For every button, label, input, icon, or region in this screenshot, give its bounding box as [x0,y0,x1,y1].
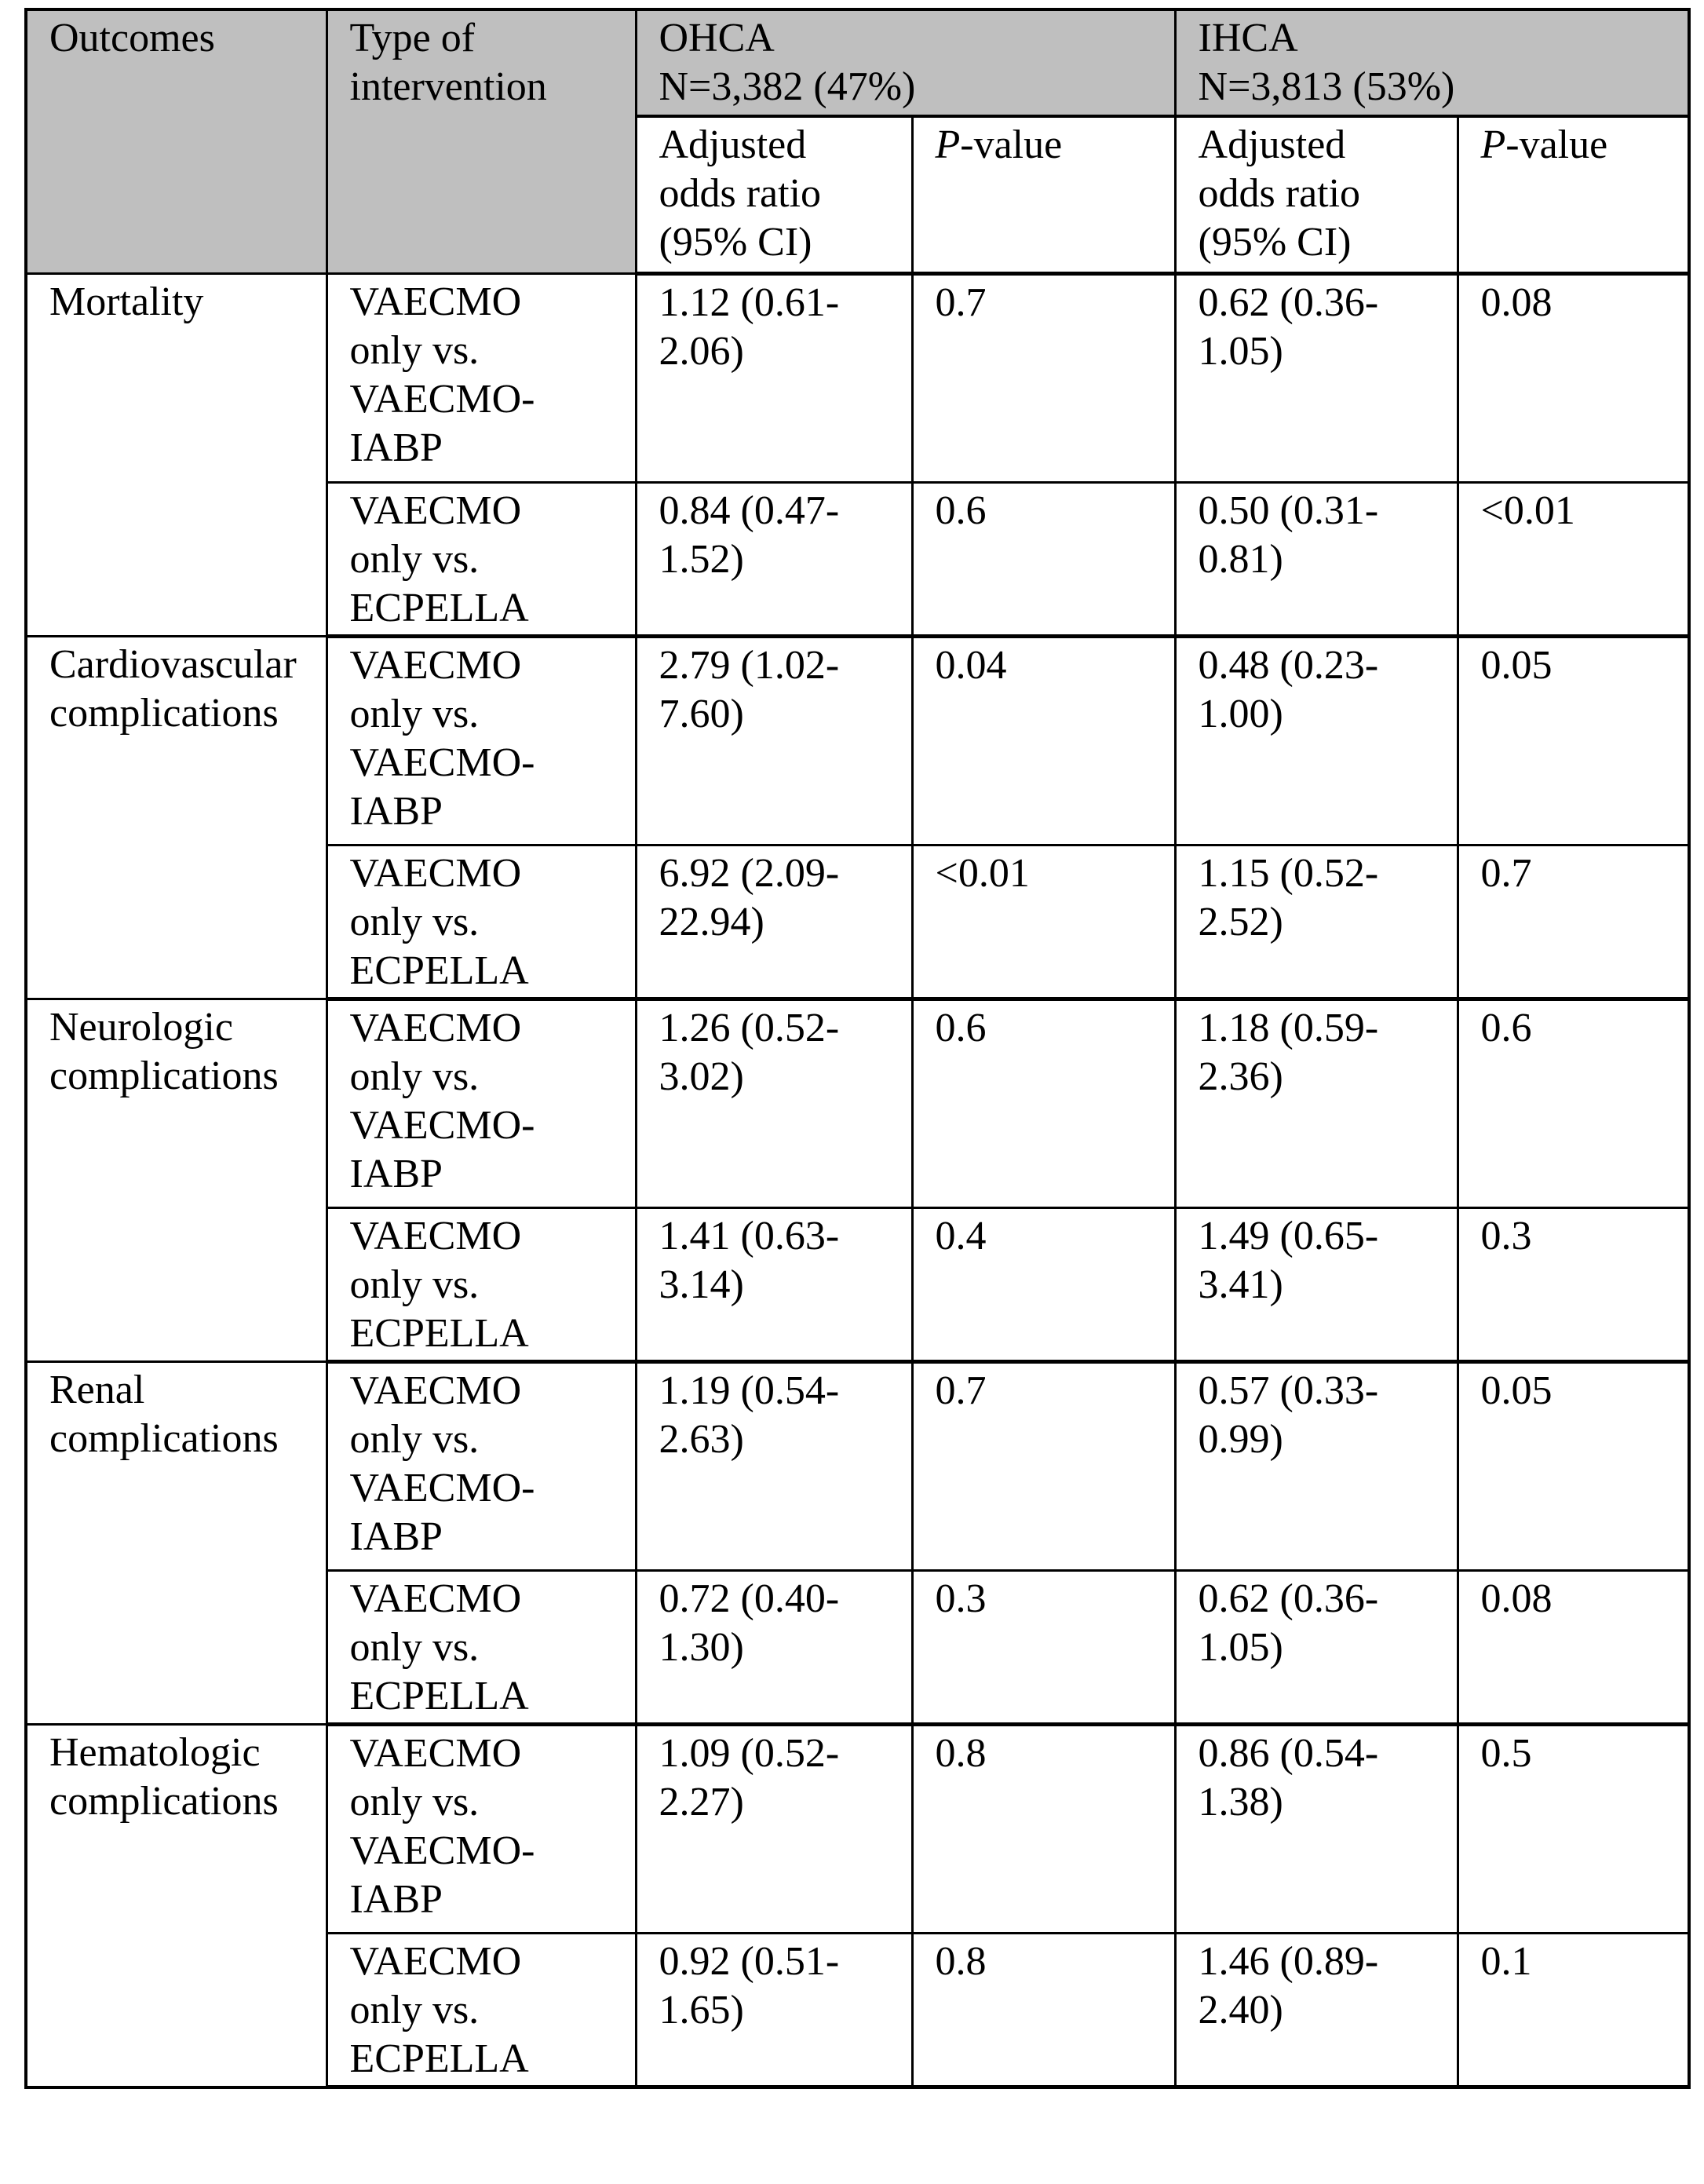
header-ihca-p-value: P-value [1456,115,1691,276]
header-ihca-group: IHCA N=3,813 (53%) [1173,8,1691,118]
ohca-or-cell: 1.19 (0.54- 2.63) [634,1360,914,1572]
p-rest: -value [1505,122,1608,167]
intervention-cell: VAECMO only vs. VAECMO- IABP [325,998,637,1209]
intervention-cell: VAECMO only vs. ECPELLA [325,1207,637,1364]
ohca-or-cell: 0.84 (0.47- 1.52) [634,481,914,638]
header-row-subcolumns: Adjusted odds ratio (95% CI) P-value Adj… [26,115,1691,276]
intervention-cell: VAECMO only vs. VAECMO- IABP [325,1360,637,1572]
table-row: Mortality VAECMO only vs. VAECMO- IABP 1… [24,272,1691,637]
ohca-or-cell: 1.41 (0.63- 3.14) [634,1207,914,1364]
ihca-p-cell: 0.7 [1456,844,1691,1001]
intervention-cell: VAECMO only vs. VAECMO- IABP [325,1723,637,1934]
ohca-p-cell: 0.7 [910,272,1177,484]
ihca-p-cell: 0.5 [1456,1723,1691,1934]
ihca-p-cell: <0.01 [1456,481,1691,638]
ohca-or-cell: 2.79 (1.02- 7.60) [634,635,914,846]
outcomes-table-container: Outcomes Type of intervention OHCA N=3,3… [24,8,1691,2089]
ihca-or-cell: 1.46 (0.89- 2.40) [1173,1932,1459,2089]
ihca-or-cell: 0.48 (0.23- 1.00) [1173,635,1459,846]
ihca-or-cell: 0.57 (0.33- 0.99) [1173,1360,1459,1572]
ihca-p-cell: 0.08 [1456,272,1691,484]
intervention-cell: VAECMO only vs. VAECMO- IABP [325,635,637,846]
header-ohca-adjusted-or: Adjusted odds ratio (95% CI) [634,115,914,276]
table-row: Neurologic complications VAECMO only vs.… [24,998,1691,1363]
ihca-or-cell: 0.62 (0.36- 1.05) [1173,272,1459,484]
intervention-cell: VAECMO only vs. ECPELLA [325,844,637,1001]
intervention-cell: VAECMO only vs. ECPELLA [325,1569,637,1726]
header-ohca-p-value: P-value [910,115,1177,276]
ohca-p-cell: 0.3 [910,1569,1177,1726]
table-row: Hematologic complications VAECMO only vs… [24,1723,1691,2088]
intervention-cell: VAECMO only vs. ECPELLA [325,481,637,638]
ohca-p-cell: 0.8 [910,1723,1177,1934]
header-intervention-type: Type of intervention [325,8,637,275]
ohca-or-cell: 0.92 (0.51- 1.65) [634,1932,914,2089]
outcome-cell-mortality: Mortality [24,272,328,637]
table-row: VAECMO only vs. ECPELLA 0.84 (0.47- 1.52… [26,481,1691,638]
table-row: VAECMO only vs. ECPELLA 0.92 (0.51- 1.65… [26,1932,1691,2089]
ihca-p-cell: 0.1 [1456,1932,1691,2089]
ihca-p-cell: 0.08 [1456,1569,1691,1726]
ohca-p-cell: 0.04 [910,635,1177,846]
ihca-p-cell: 0.05 [1456,635,1691,846]
outcomes-table: Outcomes Type of intervention OHCA N=3,3… [24,8,1691,2089]
header-outcomes: Outcomes [24,8,328,275]
table-row: VAECMO only vs. ECPELLA 1.41 (0.63- 3.14… [26,1207,1691,1364]
header-ohca-group: OHCA N=3,382 (47%) [634,8,1177,118]
outcome-cell-neurologic: Neurologic complications [24,998,328,1363]
ohca-or-cell: 1.09 (0.52- 2.27) [634,1723,914,1934]
ohca-p-cell: 0.8 [910,1932,1177,2089]
ihca-or-cell: 0.86 (0.54- 1.38) [1173,1723,1459,1934]
ihca-p-cell: 0.3 [1456,1207,1691,1364]
outcome-cell-cardiovascular: Cardiovascular complications [24,635,328,1000]
outcome-cell-renal: Renal complications [24,1360,328,1726]
outcome-cell-hematologic: Hematologic complications [24,1723,328,2088]
header-row-groups: Outcomes Type of intervention OHCA N=3,3… [24,8,1691,275]
header-ihca-adjusted-or: Adjusted odds ratio (95% CI) [1173,115,1459,276]
ohca-p-cell: 0.6 [910,481,1177,638]
ohca-p-cell: 0.6 [910,998,1177,1209]
intervention-cell: VAECMO only vs. VAECMO- IABP [325,272,637,484]
ihca-p-cell: 0.05 [1456,1360,1691,1572]
ihca-or-cell: 1.18 (0.59- 2.36) [1173,998,1459,1209]
ihca-or-cell: 0.50 (0.31- 0.81) [1173,481,1459,638]
ihca-or-cell: 0.62 (0.36- 1.05) [1173,1569,1459,1726]
ohca-or-cell: 1.26 (0.52- 3.02) [634,998,914,1209]
table-row: VAECMO only vs. ECPELLA 0.72 (0.40- 1.30… [26,1569,1691,1726]
ohca-or-cell: 6.92 (2.09- 22.94) [634,844,914,1001]
ohca-or-cell: 1.12 (0.61- 2.06) [634,272,914,484]
ohca-p-cell: <0.01 [910,844,1177,1001]
ihca-p-cell: 0.6 [1456,998,1691,1209]
table-row: Cardiovascular complications VAECMO only… [24,635,1691,1000]
intervention-cell: VAECMO only vs. ECPELLA [325,1932,637,2089]
p-italic: P [935,122,961,167]
ohca-p-cell: 0.7 [910,1360,1177,1572]
p-italic: P [1480,122,1506,167]
table-row: Renal complications VAECMO only vs. VAEC… [24,1360,1691,1726]
ohca-p-cell: 0.4 [910,1207,1177,1364]
ihca-or-cell: 1.49 (0.65- 3.41) [1173,1207,1459,1364]
table-row: VAECMO only vs. ECPELLA 6.92 (2.09- 22.9… [26,844,1691,1001]
ihca-or-cell: 1.15 (0.52- 2.52) [1173,844,1459,1001]
ohca-or-cell: 0.72 (0.40- 1.30) [634,1569,914,1726]
p-rest: -value [960,122,1063,167]
